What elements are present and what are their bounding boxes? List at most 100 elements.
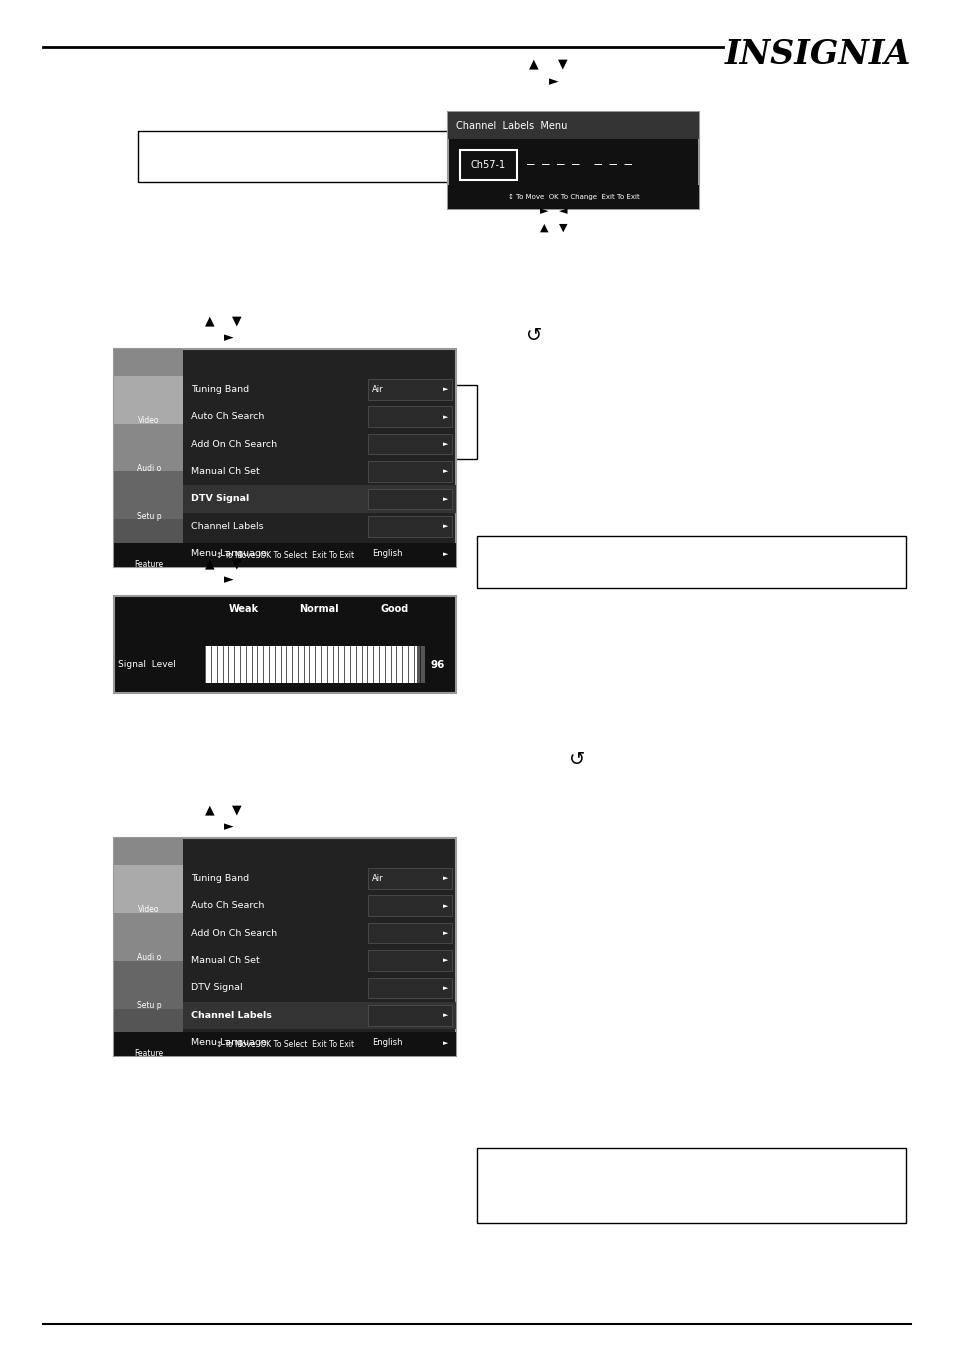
Bar [205,646,425,682]
Text: Auto Ch Search: Auto Ch Search [191,901,264,911]
Text: ↕ To Move  OK To Select  Exit To Exit: ↕ To Move OK To Select Exit To Exit [216,551,354,559]
Text: Auto Ch Search: Auto Ch Search [191,412,264,422]
Bar [368,461,452,482]
Text: Feature: Feature [134,561,163,569]
Text: ►: ► [539,207,547,216]
Text: Channel Labels: Channel Labels [191,521,263,531]
Text: ►: ► [442,929,448,936]
Bar [368,896,452,916]
Bar [138,131,476,182]
Text: Channel Labels: Channel Labels [191,1011,272,1020]
Text: ►: ► [442,523,448,530]
Bar [183,485,456,512]
Text: ▲: ▲ [205,802,214,816]
Text: Video: Video [138,416,159,426]
Bar [368,543,452,563]
Text: Video: Video [138,905,159,915]
Text: – – – –  – – –: – – – – – – – [526,158,631,172]
Bar [138,385,476,459]
Text: ↕ To Move  OK To Select  Exit To Exit: ↕ To Move OK To Select Exit To Exit [216,1040,354,1048]
Text: ▲: ▲ [205,313,214,327]
Text: ►: ► [442,440,448,447]
Text: Air: Air [372,874,383,882]
Text: ►: ► [442,875,448,881]
Text: ▼: ▼ [558,57,567,70]
Bar [368,407,452,427]
Text: DTV Signal: DTV Signal [191,494,249,504]
Text: ◄: ◄ [558,207,566,216]
Text: 96: 96 [430,659,444,670]
Text: Setu p: Setu p [136,512,161,521]
Text: ▼: ▼ [232,802,241,816]
Text: Signal  Level: Signal Level [118,661,176,669]
Text: Ch57-1: Ch57-1 [471,159,505,170]
Bar [368,978,452,998]
Bar [448,112,699,139]
Bar [368,950,452,971]
Bar [114,1032,456,1056]
Bar [183,1001,456,1029]
Text: Tuning Band: Tuning Band [191,385,249,393]
Text: INSIGNIA: INSIGNIA [724,38,910,70]
Bar [448,185,699,209]
Text: Good: Good [380,604,408,613]
Text: Add On Ch Search: Add On Ch Search [191,928,276,938]
Bar [368,516,452,536]
Text: ↺: ↺ [568,750,585,769]
Text: ►: ► [442,469,448,474]
Text: ►: ► [442,386,448,392]
Bar [114,838,183,1056]
Text: Manual Ch Set: Manual Ch Set [191,957,259,965]
Bar [368,869,452,889]
Text: ►: ► [442,958,448,963]
Text: ↕ To Move  OK To Change  Exit To Exit: ↕ To Move OK To Change Exit To Exit [507,195,639,200]
Text: ▼: ▼ [232,557,241,570]
Text: ►: ► [442,413,448,420]
Text: ►: ► [224,573,233,586]
Text: Feature: Feature [134,1050,163,1058]
Bar [368,380,452,400]
Text: Audi o: Audi o [136,954,161,962]
Text: ▲: ▲ [205,557,214,570]
Text: Channel  Labels  Menu: Channel Labels Menu [456,120,567,131]
Bar [368,1032,452,1052]
Bar [114,838,456,1056]
Bar [476,1148,905,1223]
Text: ▲: ▲ [529,57,538,70]
Text: ►: ► [442,496,448,503]
Text: Normal: Normal [299,604,339,613]
Text: ►: ► [224,820,233,834]
Bar [114,865,183,913]
Text: Setu p: Setu p [136,1001,161,1011]
Text: English: English [372,1039,402,1047]
Bar [114,1008,183,1056]
Text: ►: ► [442,551,448,557]
Text: Manual Ch Set: Manual Ch Set [191,467,259,476]
Bar [368,434,452,454]
Bar [368,489,452,509]
Text: Weak: Weak [229,604,259,613]
Bar [205,646,416,682]
Bar [448,112,699,209]
Bar [114,961,183,1008]
Text: ▼: ▼ [232,313,241,327]
Text: ►: ► [442,1012,448,1019]
Text: Air: Air [372,385,383,393]
Bar [114,913,183,961]
Bar [114,520,183,567]
Text: DTV Signal: DTV Signal [191,984,242,993]
Text: ►: ► [442,902,448,909]
Text: Menu Language: Menu Language [191,1039,267,1047]
Text: Menu Language: Menu Language [191,550,267,558]
Bar [114,424,183,471]
Bar [114,471,183,520]
Text: ►: ► [224,331,233,345]
Text: ►: ► [442,985,448,992]
Bar [114,349,183,567]
Bar [459,150,517,180]
Text: ►: ► [442,1040,448,1046]
Bar [368,1005,452,1025]
Text: ▼: ▼ [558,223,566,232]
Text: ▲: ▲ [539,223,547,232]
Text: ►: ► [548,74,558,88]
